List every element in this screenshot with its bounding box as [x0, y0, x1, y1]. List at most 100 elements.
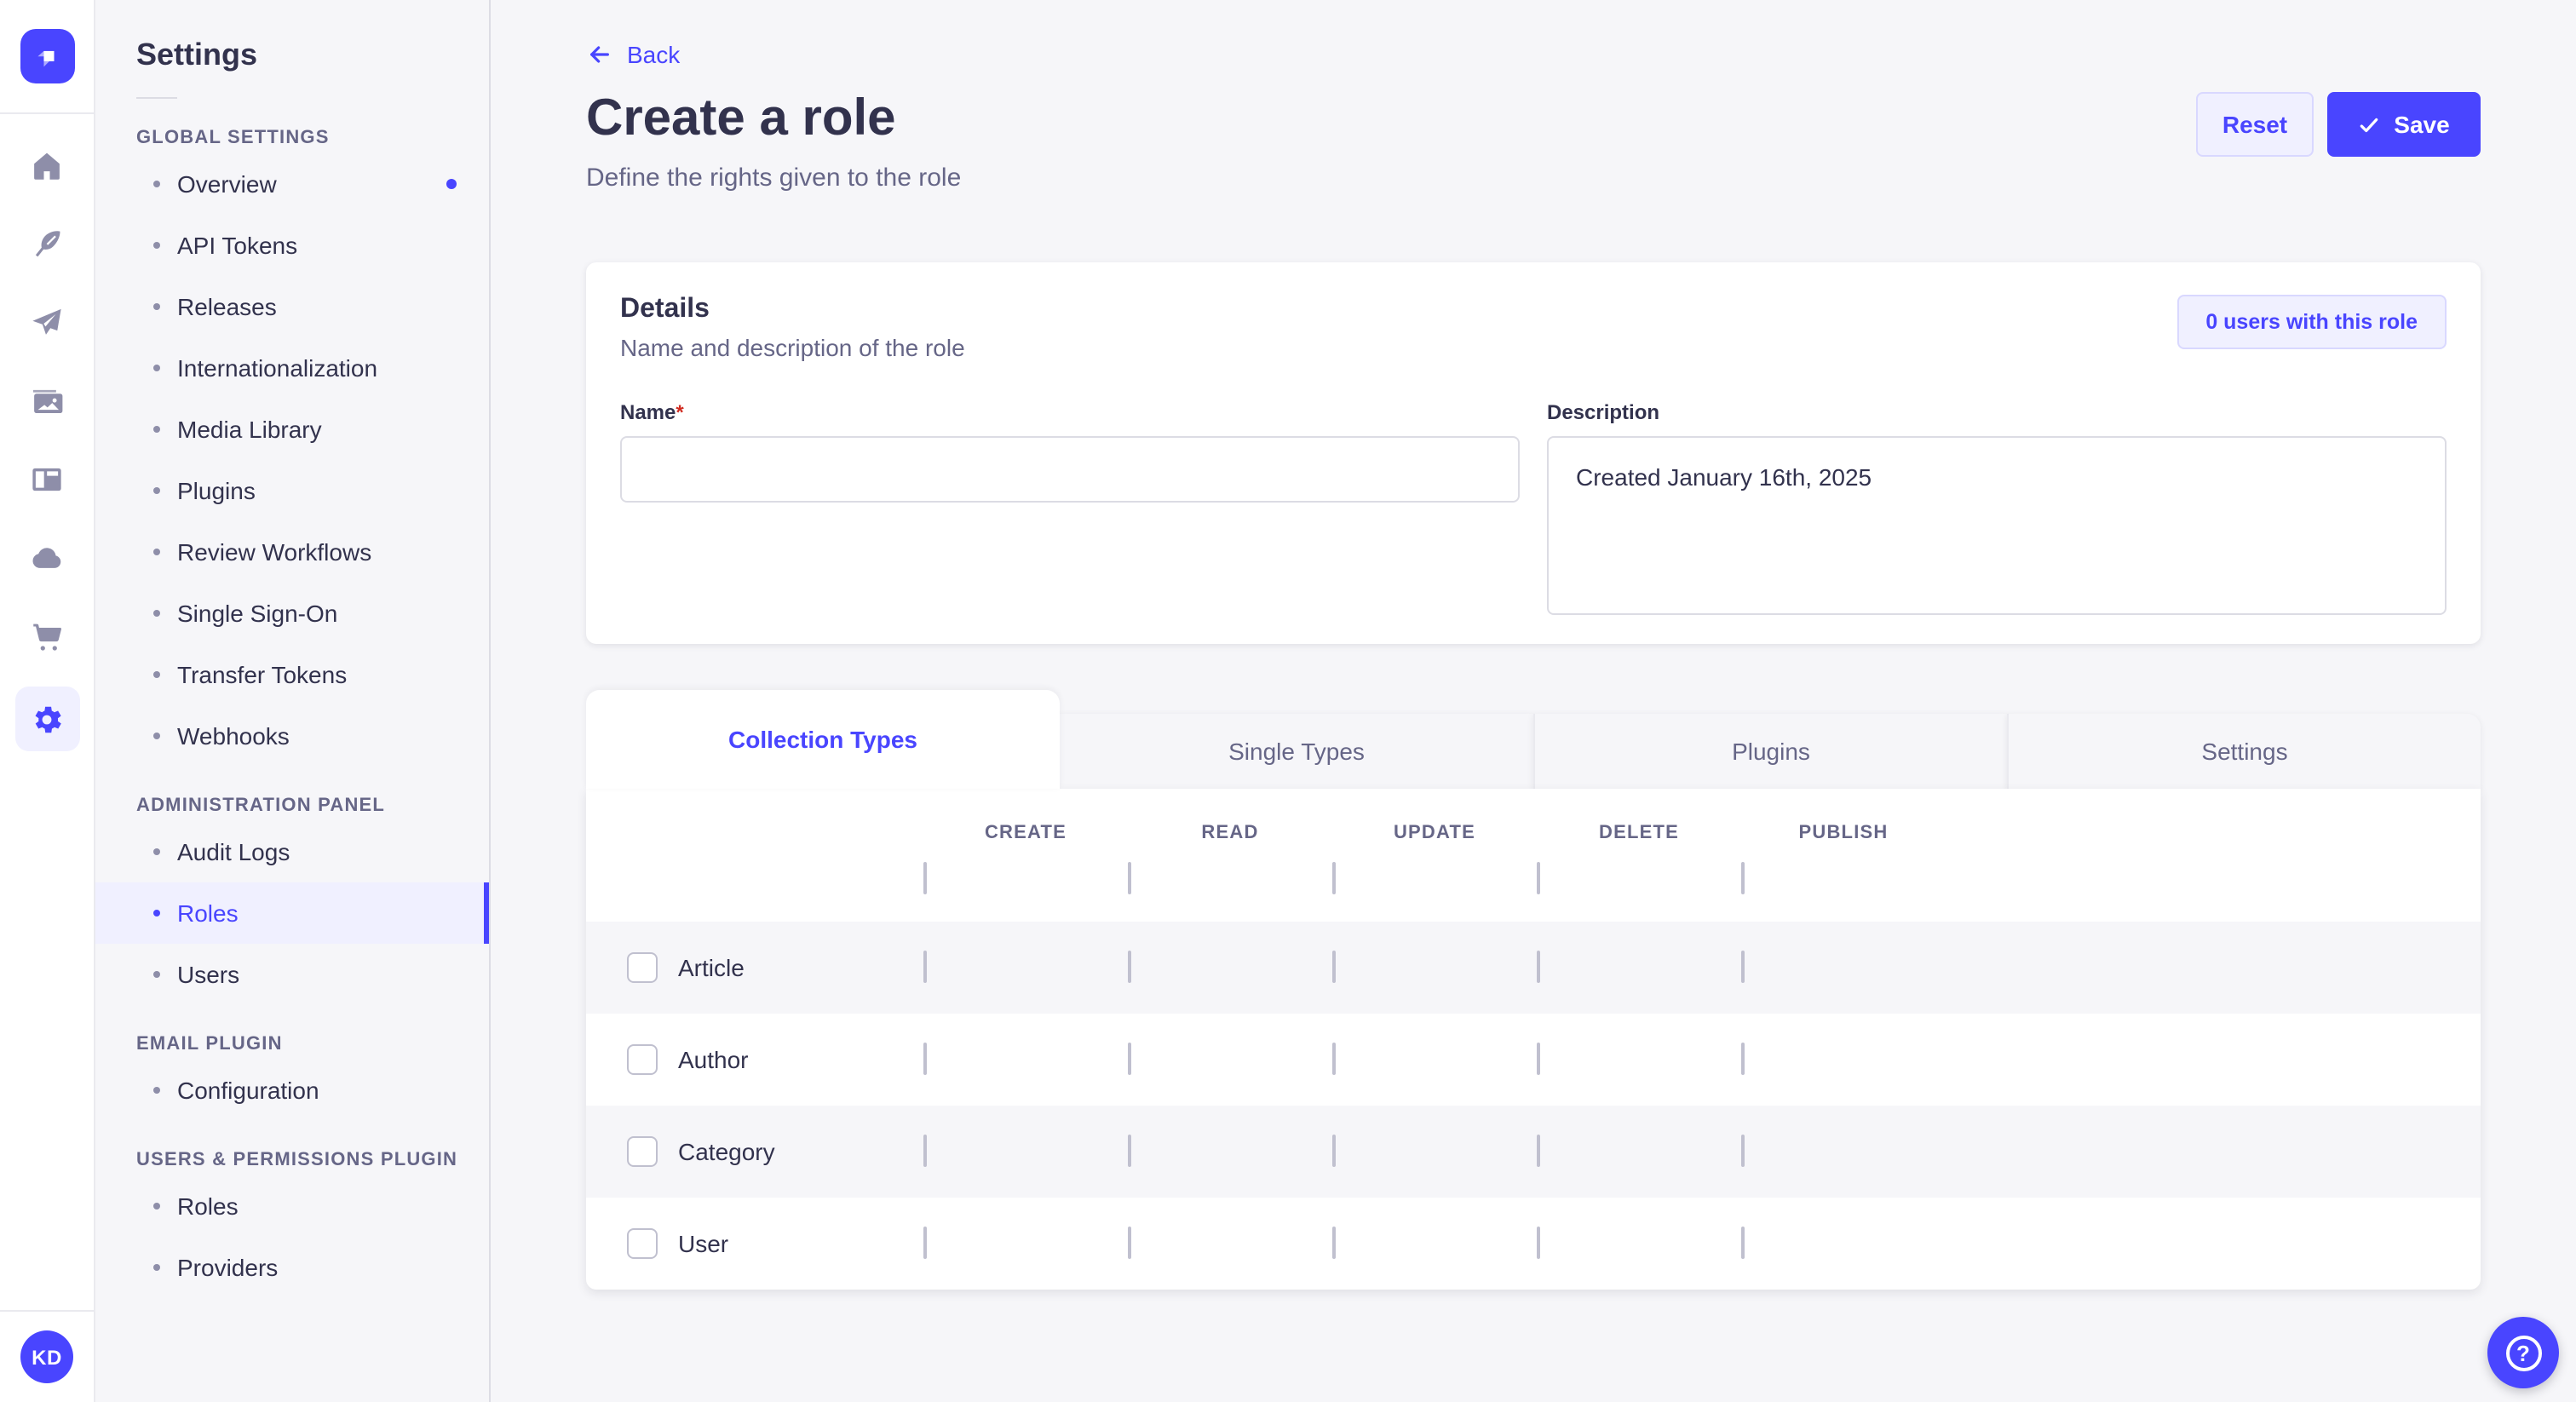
sidebar-title: Settings — [136, 37, 258, 72]
bullet-icon — [153, 303, 160, 310]
permission-row-user: User — [586, 1198, 2481, 1290]
bullet-icon — [153, 910, 160, 916]
checkbox-category-publish[interactable] — [1741, 1135, 1745, 1167]
layout-icon — [32, 467, 61, 491]
select-all-checkbox-delete[interactable] — [1537, 862, 1540, 894]
sidebar-item-review-workflows[interactable]: Review Workflows — [95, 521, 489, 583]
details-fields: Name* Description Created January 16th, … — [620, 400, 2447, 623]
checkbox-user-read[interactable] — [1128, 1227, 1131, 1259]
select-all-checkbox-publish[interactable] — [1741, 862, 1745, 894]
sidebar-item-plugins[interactable]: Plugins — [95, 460, 489, 521]
nav-feather-icon[interactable] — [20, 216, 74, 271]
sidebar-item-label: Roles — [177, 899, 239, 927]
row-label: Article — [678, 954, 745, 981]
save-label: Save — [2394, 111, 2450, 138]
strapi-logo-icon[interactable] — [20, 29, 74, 83]
name-field-group: Name* — [620, 400, 1520, 623]
checkbox-category-create[interactable] — [923, 1135, 927, 1167]
bullet-icon — [153, 610, 160, 617]
reset-button[interactable]: Reset — [2196, 92, 2314, 157]
checkbox-user-create[interactable] — [923, 1227, 927, 1259]
checkbox-author-delete[interactable] — [1537, 1043, 1540, 1075]
sidebar-item-webhooks[interactable]: Webhooks — [95, 705, 489, 767]
users-with-role-button[interactable]: 0 users with this role — [2176, 295, 2447, 349]
nav-paper-plane-icon[interactable] — [20, 295, 74, 349]
select-all-checkbox-create[interactable] — [923, 862, 927, 894]
sidebar-item-transfer-tokens[interactable]: Transfer Tokens — [95, 644, 489, 705]
row-select-checkbox-user[interactable] — [627, 1228, 658, 1259]
checkbox-author-publish[interactable] — [1741, 1043, 1745, 1075]
logo-container — [0, 0, 94, 114]
row-select-checkbox-article[interactable] — [627, 952, 658, 983]
description-label: Description — [1547, 400, 1660, 424]
details-title: Details — [620, 295, 710, 324]
checkbox-category-delete[interactable] — [1537, 1135, 1540, 1167]
description-textarea[interactable]: Created January 16th, 2025 — [1547, 436, 2447, 615]
sidebar-item-roles[interactable]: Roles — [95, 882, 489, 944]
paper-plane-icon — [32, 307, 61, 334]
checkbox-user-delete[interactable] — [1537, 1227, 1540, 1259]
tab-single-types[interactable]: Single Types — [1060, 714, 1533, 789]
nav-media-library-icon[interactable] — [20, 373, 74, 428]
nav-rail: KD — [0, 0, 95, 1402]
sidebar-item-internationalization[interactable]: Internationalization — [95, 337, 489, 399]
page-title: Create a role — [586, 90, 896, 147]
checkbox-user-publish[interactable] — [1741, 1227, 1745, 1259]
select-all-checkbox-read[interactable] — [1128, 862, 1131, 894]
bullet-icon — [153, 971, 160, 978]
tab-plugins[interactable]: Plugins — [1533, 714, 2007, 789]
sidebar-item-users[interactable]: Users — [95, 944, 489, 1005]
checkbox-category-read[interactable] — [1128, 1135, 1131, 1167]
checkbox-article-update[interactable] — [1332, 951, 1336, 983]
bullet-icon — [153, 1264, 160, 1271]
checkbox-article-read[interactable] — [1128, 951, 1131, 983]
nav-home-icon[interactable] — [20, 138, 74, 192]
nav-gear-icon[interactable] — [14, 687, 79, 751]
sidebar-item-providers[interactable]: Providers — [95, 1237, 489, 1298]
checkbox-author-update[interactable] — [1332, 1043, 1336, 1075]
select-all-checkbox-update[interactable] — [1332, 862, 1336, 894]
back-link[interactable]: Back — [586, 41, 680, 68]
checkbox-article-delete[interactable] — [1537, 951, 1540, 983]
sidebar-item-overview[interactable]: Overview — [95, 153, 489, 215]
bullet-icon — [153, 848, 160, 855]
sidebar-item-single-sign-on[interactable]: Single Sign-On — [95, 583, 489, 644]
nav-layout-icon[interactable] — [20, 451, 74, 506]
check-icon — [2360, 117, 2378, 132]
checkbox-article-publish[interactable] — [1741, 951, 1745, 983]
bullet-icon — [153, 242, 160, 249]
avatar[interactable]: KD — [20, 1330, 73, 1383]
sidebar-item-audit-logs[interactable]: Audit Logs — [95, 821, 489, 882]
nav-cloud-icon[interactable] — [20, 530, 74, 584]
help-button[interactable]: ? — [2487, 1317, 2559, 1388]
sidebar-item-label: Plugins — [177, 477, 256, 504]
checkbox-author-create[interactable] — [923, 1043, 927, 1075]
select-all-row — [586, 862, 2481, 894]
nav-cart-icon[interactable] — [20, 608, 74, 663]
strapi-logo-glyph — [37, 49, 55, 66]
sidebar-item-roles[interactable]: Roles — [95, 1175, 489, 1237]
settings-sidebar: Settings GLOBAL SETTINGS Overview API Toke… — [95, 0, 491, 1402]
sidebar-item-media-library[interactable]: Media Library — [95, 399, 489, 460]
sidebar-item-label: Internationalization — [177, 354, 378, 382]
sidebar-item-label: Roles — [177, 1192, 239, 1220]
row-select-checkbox-category[interactable] — [627, 1136, 658, 1167]
checkbox-user-update[interactable] — [1332, 1227, 1336, 1259]
name-input[interactable] — [620, 436, 1520, 503]
sidebar-item-configuration[interactable]: Configuration — [95, 1060, 489, 1121]
checkbox-article-create[interactable] — [923, 951, 927, 983]
bullet-icon — [153, 426, 160, 433]
permissions-header: CREATE READ UPDATE DELETE PUBLISH — [586, 789, 2481, 922]
sidebar-item-releases[interactable]: Releases — [95, 276, 489, 337]
row-select-checkbox-author[interactable] — [627, 1044, 658, 1075]
tab-collection-types[interactable]: Collection Types — [586, 690, 1060, 789]
checkbox-category-update[interactable] — [1332, 1135, 1336, 1167]
sidebar-item-label: Configuration — [177, 1077, 319, 1104]
details-header-text: Details Name and description of the role — [620, 295, 965, 361]
checkbox-author-read[interactable] — [1128, 1043, 1131, 1075]
bullet-icon — [153, 671, 160, 678]
tab-settings[interactable]: Settings — [2007, 714, 2481, 789]
sidebar-item-api-tokens[interactable]: API Tokens — [95, 215, 489, 276]
save-button[interactable]: Save — [2327, 92, 2481, 157]
description-field-group: Description Created January 16th, 2025 — [1547, 400, 2447, 623]
